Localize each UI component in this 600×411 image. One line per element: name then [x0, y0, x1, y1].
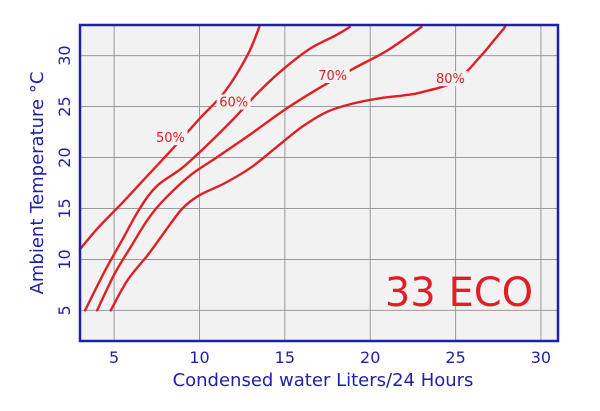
x-tick-label: 5 — [109, 348, 119, 367]
curve-50-percent — [78, 25, 261, 251]
curve-70-percent-label: 70% — [318, 69, 347, 84]
y-tick-label: 5 — [55, 305, 74, 315]
y-tick-label: 30 — [55, 45, 74, 65]
curve-70-percent — [95, 25, 423, 312]
x-tick-label: 25 — [445, 348, 465, 367]
curve-80-percent-label-bg — [433, 71, 468, 87]
curve-60-percent-label: 60% — [219, 96, 248, 111]
curve-60-percent-label-bg — [216, 94, 251, 110]
y-tick-labels: 5 10 15 20 25 30 — [55, 45, 74, 315]
curve-labels: 50% 60% 70% 80% — [153, 68, 468, 146]
y-tick-label: 25 — [55, 96, 74, 116]
x-tick-label: 20 — [360, 348, 380, 367]
x-tick-labels: 5 10 15 20 25 30 — [109, 348, 551, 367]
curve-50-percent-label-bg — [153, 130, 188, 146]
plot-frame — [78, 23, 560, 343]
model-watermark: 33 ECO — [385, 270, 533, 316]
grid-lines — [80, 25, 558, 341]
y-axis-label: Ambient Temperature °C — [27, 72, 48, 295]
curve-70-percent-label-bg — [315, 68, 350, 84]
x-tick-label: 30 — [531, 348, 551, 367]
y-tick-label: 15 — [55, 198, 74, 218]
curve-60-percent — [83, 25, 351, 312]
x-tick-label: 10 — [189, 348, 209, 367]
curve-50-percent-label: 50% — [156, 131, 185, 146]
x-tick-label: 15 — [275, 348, 295, 367]
x-axis-label: Condensed water Liters/24 Hours — [173, 370, 474, 391]
y-tick-label: 10 — [55, 249, 74, 269]
y-tick-label: 20 — [55, 147, 74, 167]
curve-80-percent-label: 80% — [436, 72, 465, 87]
